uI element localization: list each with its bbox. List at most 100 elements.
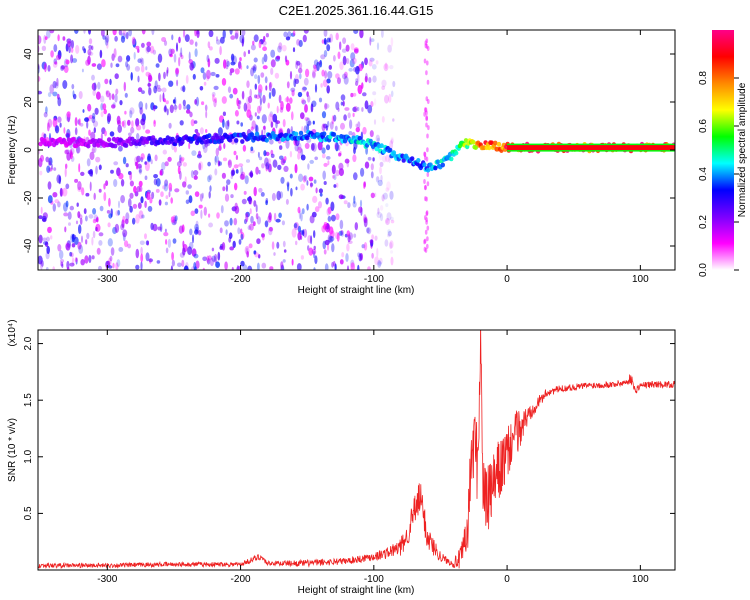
spectrogram-speckle <box>257 74 261 85</box>
spectrogram-speckle <box>381 85 386 91</box>
spectrogram-speckle <box>245 212 249 223</box>
spectrogram-speckle <box>81 68 84 73</box>
spectrogram-speckle <box>217 127 223 136</box>
spectrogram-speckle <box>310 235 313 245</box>
spectrogram-speckle <box>155 188 160 193</box>
spectrogram-speckle <box>44 36 48 40</box>
spectrogram-speckle <box>187 184 192 189</box>
spectrogram-speckle <box>332 175 335 179</box>
spectrogram-speckle <box>86 232 90 240</box>
spectrogram-speckle <box>66 152 71 161</box>
spectrogram-speckle <box>115 63 120 68</box>
spectrogram-speckle <box>346 230 350 237</box>
spectrogram-speckle <box>260 72 265 78</box>
spectrogram-speckle <box>274 72 280 79</box>
spectrogram-speckle <box>290 126 293 132</box>
x-tick-label: 100 <box>632 574 649 585</box>
spectrogram-speckle <box>385 217 390 226</box>
spectrogram-speckle <box>425 122 428 128</box>
spectrogram-speckle <box>65 200 69 208</box>
spectrogram-speckle <box>324 239 330 246</box>
spectrogram-speckle <box>92 230 96 239</box>
spectrogram-ridge-mark <box>76 141 81 147</box>
spectrogram-speckle <box>364 57 368 66</box>
spectrogram-speckle <box>326 156 331 160</box>
spectrogram-speckle <box>208 213 211 218</box>
spectrogram-speckle <box>298 67 303 74</box>
snr-frame <box>37 329 676 571</box>
spectrogram-speckle <box>289 173 293 179</box>
spectrogram-speckle <box>92 112 96 120</box>
spectrogram-speckle <box>57 34 60 42</box>
spectrogram-ridge-mark <box>449 156 454 162</box>
spectrogram-speckle <box>335 142 339 152</box>
spectrogram-speckle <box>321 69 325 77</box>
spectrogram-speckle <box>251 66 256 70</box>
spectrogram-ridge-mark <box>113 143 118 149</box>
spectrogram-speckle <box>321 153 326 159</box>
spectrogram-speckle <box>194 41 198 47</box>
spectrogram-ridge-mark <box>331 132 337 137</box>
spectrogram-speckle <box>299 73 302 80</box>
spectrogram-speckle <box>88 114 93 119</box>
spectrogram-speckle <box>210 71 216 77</box>
spectrogram-speckle <box>323 162 328 167</box>
spectrogram-speckle <box>70 40 74 49</box>
spectrogram-ridge-mark <box>493 140 498 146</box>
spectrogram-speckle <box>50 50 54 58</box>
spectrogram-speckle <box>347 202 351 209</box>
spectrogram-speckle <box>423 151 426 157</box>
spectrogram-speckle <box>371 64 377 70</box>
spectrogram-speckle <box>256 115 260 120</box>
spectrogram-speckle <box>328 235 334 243</box>
spectrogram-speckle <box>357 252 361 258</box>
spectrogram-speckle <box>147 205 153 212</box>
spectrogram-speckle <box>253 200 257 207</box>
spectrogram-speckle <box>59 188 64 197</box>
spectrogram-speckle <box>360 167 365 177</box>
spectrogram-speckle <box>282 119 286 128</box>
spectrogram-speckle <box>390 136 395 144</box>
spectrogram-speckle <box>330 236 335 242</box>
spectrogram-speckle <box>47 195 53 204</box>
spectrogram-speckle <box>63 212 69 217</box>
spectrogram-speckle <box>323 222 328 227</box>
spectrogram-speckle <box>184 176 187 184</box>
spectrogram-speckle <box>369 57 375 62</box>
spectrogram-speckle <box>238 239 242 245</box>
spectrogram-speckle <box>261 163 265 169</box>
spectrogram-speckle <box>345 58 350 64</box>
spectrogram-speckle <box>124 240 129 248</box>
spectrogram-ridge-mark <box>342 138 348 144</box>
spectrogram-speckle <box>161 161 166 171</box>
spectrogram-speckle <box>385 219 389 224</box>
spectrogram-speckle <box>216 36 218 42</box>
spectrogram-speckle <box>173 53 177 63</box>
spectrogram-speckle <box>234 68 240 75</box>
y-tick-label: -20 <box>23 190 34 205</box>
spectrogram-speckle <box>77 211 81 219</box>
spectrogram-speckle <box>165 247 169 254</box>
spectrogram-speckle <box>43 241 48 245</box>
spectrogram-speckle <box>342 37 347 44</box>
spectrogram-speckle <box>297 146 302 154</box>
spectrogram-speckle <box>425 70 428 76</box>
spectrogram-ridge-mark <box>425 167 431 173</box>
spectrogram-speckle <box>339 219 344 230</box>
spectrogram-speckle <box>88 254 92 264</box>
colorbar-tick-label: 0.4 <box>698 167 709 181</box>
spectrogram-speckle <box>110 62 113 68</box>
spectrogram-speckle <box>205 129 208 133</box>
spectrogram-speckle <box>221 78 227 86</box>
spectrogram-speckle <box>190 119 195 127</box>
spectrogram-speckle <box>334 142 338 150</box>
spectrogram-speckle <box>173 104 178 110</box>
spectrogram-speckle <box>206 255 210 263</box>
spectrogram-speckle <box>96 91 101 100</box>
spectrogram-speckle <box>343 114 347 121</box>
spectrogram-speckle <box>46 165 51 173</box>
spectrogram-speckle <box>270 153 275 158</box>
spectrogram-speckle <box>247 225 251 231</box>
spectrogram-speckle <box>426 172 430 177</box>
spectrogram-speckle <box>279 145 283 150</box>
